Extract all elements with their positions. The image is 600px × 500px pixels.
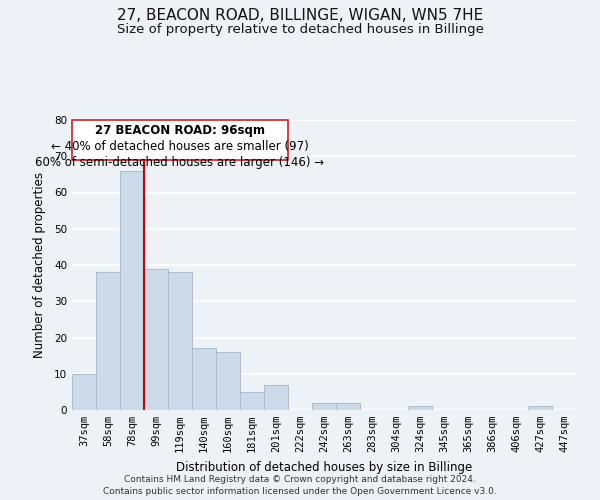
Bar <box>216 352 240 410</box>
Bar <box>408 406 432 410</box>
Bar <box>312 403 336 410</box>
Bar <box>336 403 360 410</box>
Y-axis label: Number of detached properties: Number of detached properties <box>32 172 46 358</box>
Text: Contains HM Land Registry data © Crown copyright and database right 2024.: Contains HM Land Registry data © Crown c… <box>124 475 476 484</box>
Text: 27 BEACON ROAD: 96sqm: 27 BEACON ROAD: 96sqm <box>95 124 265 137</box>
Text: ← 40% of detached houses are smaller (97): ← 40% of detached houses are smaller (97… <box>51 140 309 153</box>
Bar <box>144 268 168 410</box>
Bar <box>96 272 120 410</box>
X-axis label: Distribution of detached houses by size in Billinge: Distribution of detached houses by size … <box>176 460 472 473</box>
Bar <box>120 171 144 410</box>
Bar <box>240 392 264 410</box>
Bar <box>192 348 216 410</box>
Text: Contains public sector information licensed under the Open Government Licence v3: Contains public sector information licen… <box>103 488 497 496</box>
Bar <box>72 374 96 410</box>
Text: Size of property relative to detached houses in Billinge: Size of property relative to detached ho… <box>116 22 484 36</box>
Text: 60% of semi-detached houses are larger (146) →: 60% of semi-detached houses are larger (… <box>35 156 325 169</box>
Bar <box>264 384 288 410</box>
Bar <box>528 406 552 410</box>
Bar <box>168 272 192 410</box>
Text: 27, BEACON ROAD, BILLINGE, WIGAN, WN5 7HE: 27, BEACON ROAD, BILLINGE, WIGAN, WN5 7H… <box>117 8 483 22</box>
